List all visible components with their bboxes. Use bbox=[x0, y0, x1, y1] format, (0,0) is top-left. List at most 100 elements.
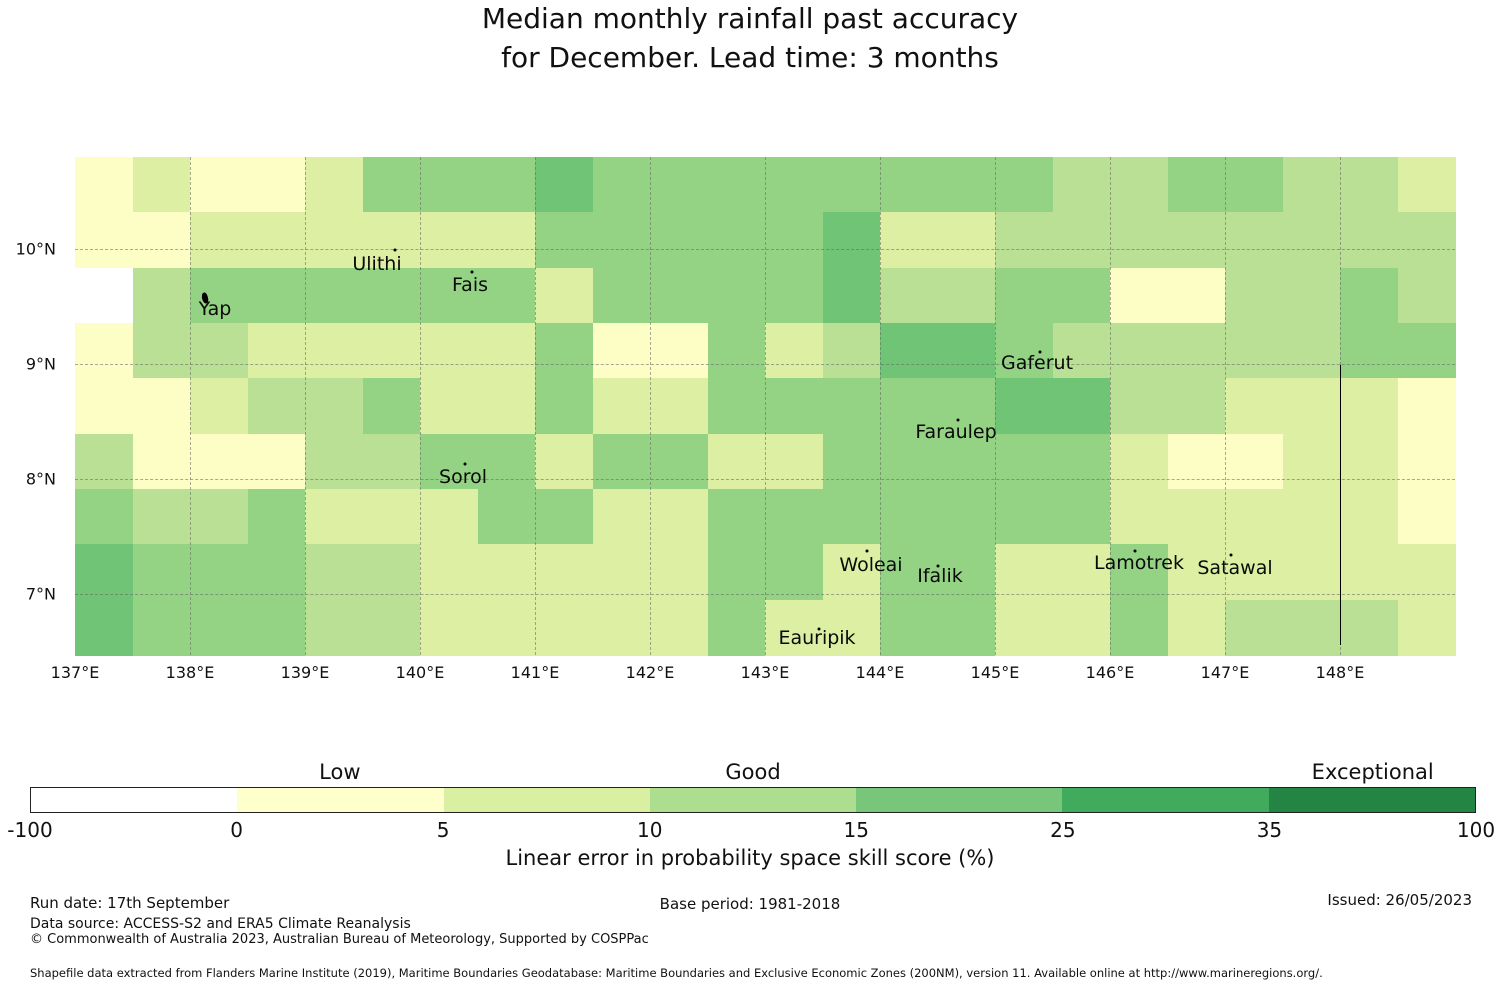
heatmap-cell bbox=[1225, 599, 1284, 656]
heatmap-cell bbox=[535, 323, 594, 380]
heatmap-cell bbox=[1167, 212, 1226, 269]
heatmap-cell bbox=[592, 378, 651, 435]
heatmap-cell bbox=[362, 378, 421, 435]
heatmap-cell bbox=[650, 489, 709, 546]
heatmap-cell bbox=[420, 489, 479, 546]
heatmap-cell bbox=[477, 544, 536, 601]
heatmap-cell bbox=[1282, 267, 1341, 324]
heatmap-cell bbox=[650, 212, 709, 269]
heatmap-cell bbox=[650, 267, 709, 324]
heatmap-cell bbox=[75, 378, 134, 435]
heatmap-cell bbox=[995, 323, 1054, 380]
heatmap-cell bbox=[535, 599, 594, 656]
heatmap-cell bbox=[592, 323, 651, 380]
heatmap-cell bbox=[650, 378, 709, 435]
heatmap-cell bbox=[247, 378, 306, 435]
heatmap-cell bbox=[1110, 323, 1169, 380]
heatmap-cell bbox=[880, 599, 939, 656]
heatmap-cell bbox=[880, 157, 939, 214]
heatmap-cell bbox=[937, 489, 996, 546]
island-label: Faraulep bbox=[915, 421, 997, 443]
colorbar-group-label: Low bbox=[319, 760, 361, 784]
x-tick-label: 139°E bbox=[280, 663, 330, 682]
heatmap-cell bbox=[822, 267, 881, 324]
heatmap-cell bbox=[592, 599, 651, 656]
heatmap-cell bbox=[650, 599, 709, 656]
heatmap-cell bbox=[477, 489, 536, 546]
heatmap-cell bbox=[362, 599, 421, 656]
heatmap-cell bbox=[822, 489, 881, 546]
y-tick-label: 9°N bbox=[25, 354, 56, 374]
island-label: Gaferut bbox=[1000, 352, 1074, 374]
heatmap-cell bbox=[822, 433, 881, 490]
heatmap-cell bbox=[1052, 323, 1111, 380]
heatmap-cell bbox=[362, 433, 421, 490]
heatmap-cell bbox=[650, 544, 709, 601]
heatmap-cell bbox=[1340, 212, 1399, 269]
longitude-gridline bbox=[420, 157, 421, 655]
heatmap-cell bbox=[1110, 599, 1169, 656]
heatmap-cell bbox=[477, 267, 536, 324]
latitude-gridline bbox=[75, 594, 1455, 595]
heatmap-cell bbox=[247, 323, 306, 380]
heatmap-cell bbox=[592, 544, 651, 601]
heatmap-cell bbox=[535, 212, 594, 269]
heatmap-cell bbox=[75, 599, 134, 656]
heatmap-cell bbox=[592, 267, 651, 324]
heatmap-cell bbox=[822, 323, 881, 380]
colorbar-segment bbox=[856, 788, 1063, 812]
x-tick-label: 141°E bbox=[510, 663, 560, 682]
heatmap-cell bbox=[1397, 212, 1456, 269]
colorbar-tick-label: 35 bbox=[1256, 818, 1283, 842]
heatmap-cell bbox=[1282, 212, 1341, 269]
heatmap-cell bbox=[1167, 157, 1226, 214]
heatmap-cell bbox=[765, 323, 824, 380]
heatmap-cell bbox=[535, 267, 594, 324]
island-dot-marker bbox=[1133, 549, 1137, 553]
heatmap-cell bbox=[765, 433, 824, 490]
island-label: Yap bbox=[198, 298, 232, 320]
heatmap-cell bbox=[75, 544, 134, 601]
heatmap-cell bbox=[247, 544, 306, 601]
heatmap-cell bbox=[765, 489, 824, 546]
island-label: Sorol bbox=[439, 466, 487, 488]
heatmap-cell bbox=[190, 489, 249, 546]
heatmap-cell bbox=[305, 433, 364, 490]
colorbar-group-label: Good bbox=[725, 760, 781, 784]
heatmap-cell bbox=[880, 378, 939, 435]
heatmap-cell bbox=[1282, 157, 1341, 214]
heatmap-cell bbox=[132, 599, 191, 656]
island-dot-marker bbox=[470, 270, 474, 274]
longitude-gridline bbox=[995, 157, 996, 655]
colorbar-tick-label: 15 bbox=[843, 818, 870, 842]
footer-issued: Issued: 26/05/2023 bbox=[1327, 891, 1472, 909]
heatmap-cell bbox=[1282, 323, 1341, 380]
heatmap-cell bbox=[190, 378, 249, 435]
heatmap-cell bbox=[1397, 544, 1456, 601]
heatmap-cell bbox=[765, 544, 824, 601]
heatmap-cell bbox=[1225, 433, 1284, 490]
x-tick-label: 144°E bbox=[855, 663, 905, 682]
heatmap-cell bbox=[75, 323, 134, 380]
heatmap-cell bbox=[535, 489, 594, 546]
heatmap-cell bbox=[937, 157, 996, 214]
heatmap-cell bbox=[1282, 433, 1341, 490]
x-tick-label: 146°E bbox=[1085, 663, 1135, 682]
heatmap-cell bbox=[132, 323, 191, 380]
heatmap-cell bbox=[1282, 489, 1341, 546]
longitude-gridline bbox=[535, 157, 536, 655]
heatmap-cell bbox=[937, 433, 996, 490]
heatmap-cell bbox=[1340, 157, 1399, 214]
latitude-gridline bbox=[75, 364, 1455, 365]
heatmap-cell bbox=[995, 489, 1054, 546]
heatmap-cell bbox=[362, 489, 421, 546]
heatmap-cell bbox=[995, 267, 1054, 324]
colorbar-segment bbox=[1062, 788, 1269, 812]
heatmap-cell bbox=[1110, 267, 1169, 324]
heatmap-plot-area: Yap Ulithi Fais Sorol Gaferut Faraulep Woleai I… bbox=[75, 157, 1456, 656]
longitude-gridline bbox=[190, 157, 191, 655]
heatmap-cell bbox=[707, 157, 766, 214]
colorbar-tick-label: 10 bbox=[636, 818, 663, 842]
heatmap-cell bbox=[650, 433, 709, 490]
island-dot-marker bbox=[463, 462, 467, 466]
